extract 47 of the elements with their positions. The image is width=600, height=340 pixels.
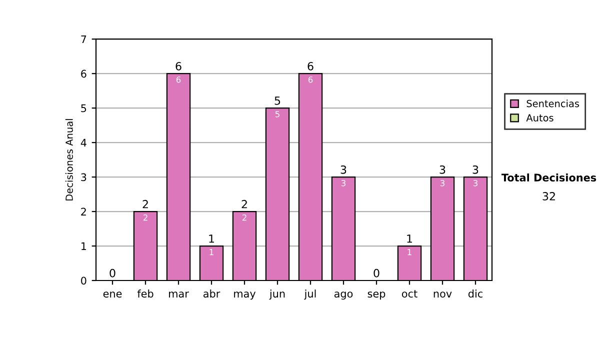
total-label: 3 xyxy=(440,165,446,174)
x-tick-label: feb xyxy=(137,290,154,298)
data-label: 1 xyxy=(210,249,214,256)
y-tick-label: 3 xyxy=(81,173,86,182)
data-label: 2 xyxy=(242,214,246,221)
total-label: 1 xyxy=(407,234,412,243)
data-label: 6 xyxy=(176,76,181,83)
y-tick-label: 6 xyxy=(81,70,86,78)
total-label: 6 xyxy=(308,62,314,70)
total-label: 5 xyxy=(274,96,280,105)
y-tick-label: 1 xyxy=(81,242,86,250)
y-tick-label: 5 xyxy=(81,104,86,112)
x-tick-label: oct xyxy=(402,290,418,298)
legend-label: Sentencias xyxy=(526,100,580,108)
data-label: 3 xyxy=(341,180,346,186)
text: Total Decisiones xyxy=(501,173,596,182)
total-label: 3 xyxy=(472,165,478,174)
x-tick-label: may xyxy=(234,292,256,300)
total-label: 6 xyxy=(176,62,182,70)
y-tick-label: 7 xyxy=(81,35,86,44)
total-label: 3 xyxy=(340,165,346,174)
x-tick-label: mar xyxy=(169,292,189,298)
x-tick-label: ene xyxy=(103,292,122,298)
x-tick-label: ago xyxy=(334,292,353,300)
x-tick-label: sep xyxy=(368,292,386,300)
data-label: 6 xyxy=(308,76,313,83)
text: 32 xyxy=(542,192,555,200)
y-axis-title: Decisiones Anual xyxy=(65,119,73,200)
data-label: 3 xyxy=(440,180,444,186)
total-label: 2 xyxy=(242,200,247,208)
x-tick-label: jul xyxy=(304,290,316,300)
data-label: 2 xyxy=(143,214,148,221)
total-label: 1 xyxy=(209,234,214,243)
data-label: 5 xyxy=(275,111,280,118)
data-label: 3 xyxy=(473,180,478,186)
y-tick-label: 0 xyxy=(81,276,86,285)
y-tick-label: 2 xyxy=(81,208,86,216)
data-label: 1 xyxy=(408,249,412,256)
y-tick-label: 4 xyxy=(80,138,86,147)
total-label: 0 xyxy=(374,268,380,278)
x-tick-label: abr xyxy=(203,290,220,298)
x-tick-label: dic xyxy=(468,290,482,298)
legend-label: Autos xyxy=(526,114,554,122)
total-label: 2 xyxy=(142,200,148,208)
x-tick-label: nov xyxy=(434,292,452,298)
x-tick-label: jun xyxy=(269,290,285,300)
total-label: 0 xyxy=(110,268,116,278)
